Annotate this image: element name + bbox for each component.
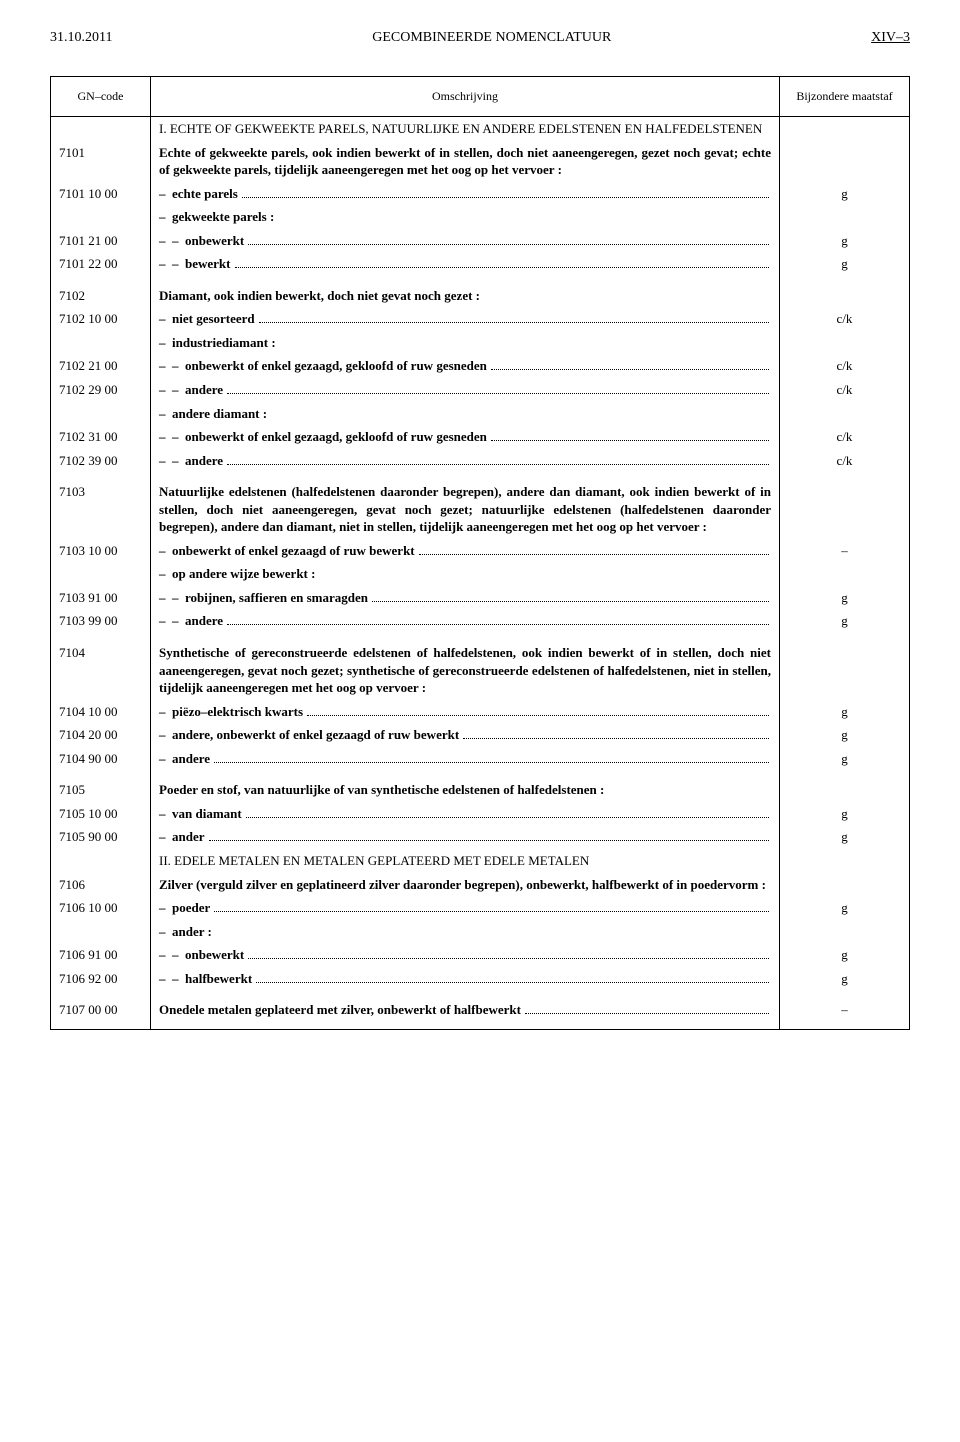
col-header-unit: Bijzondere maatstaf: [780, 77, 910, 117]
table-row: 7101 10 00 – echte parels g: [51, 182, 910, 206]
table-row: – industriediamant :: [51, 331, 910, 355]
table-row: 7102 29 00 – – andere c/k: [51, 378, 910, 402]
table-row: 7106 92 00 – – halfbewerkt g: [51, 967, 910, 991]
table-row: 7106 Zilver (verguld zilver en geplatine…: [51, 873, 910, 897]
table-row: 7105 90 00 – ander g: [51, 825, 910, 849]
table-row: 7103 99 00 – – andere g: [51, 609, 910, 633]
table-row: 7106 91 00 – – onbewerkt g: [51, 943, 910, 967]
table-row: 7107 00 00 Onedele metalen geplateerd me…: [51, 998, 910, 1022]
table-row: 7103 91 00 – – robijnen, saffieren en sm…: [51, 586, 910, 610]
section-1-title: I. ECHTE OF GEKWEEKTE PARELS, NATUURLIJK…: [51, 117, 910, 141]
section-2-title: II. EDELE METALEN EN METALEN GEPLATEERD …: [51, 849, 910, 873]
table-row: – op andere wijze bewerkt :: [51, 562, 910, 586]
col-header-code: GN–code: [51, 77, 151, 117]
document-page: 31.10.2011 GECOMBINEERDE NOMENCLATUUR XI…: [0, 0, 960, 1070]
table-row: 7101 21 00 – – onbewerkt g: [51, 229, 910, 253]
header-title: GECOMBINEERDE NOMENCLATUUR: [112, 30, 871, 46]
dot-leader: [227, 624, 769, 625]
table-row: 7106 10 00 – poeder g: [51, 896, 910, 920]
table-row: 7103 10 00 – onbewerkt of enkel gezaagd …: [51, 539, 910, 563]
table-row: – ander :: [51, 920, 910, 944]
page-header: 31.10.2011 GECOMBINEERDE NOMENCLATUUR XI…: [50, 30, 910, 46]
dot-leader: [227, 393, 769, 394]
table-row: – andere diamant :: [51, 402, 910, 426]
dot-leader: [214, 762, 769, 763]
dot-leader: [227, 464, 769, 465]
header-date: 31.10.2011: [50, 30, 112, 46]
dot-leader: [256, 982, 769, 983]
table-row: 7104 10 00 – piëzo–elektrisch kwarts g: [51, 700, 910, 724]
dot-leader: [242, 197, 769, 198]
dot-leader: [248, 958, 769, 959]
table-row: 7101 22 00 – – bewerkt g: [51, 252, 910, 276]
table-row: 7102 Diamant, ook indien bewerkt, doch n…: [51, 284, 910, 308]
dot-leader: [419, 554, 769, 555]
table-row: 7104 20 00 – andere, onbewerkt of enkel …: [51, 723, 910, 747]
table-row: 7104 90 00 – andere g: [51, 747, 910, 771]
dot-leader: [209, 840, 770, 841]
table-row: 7104 Synthetische of gereconstrueerde ed…: [51, 641, 910, 700]
table-row: 7103 Natuurlijke edelstenen (halfedelste…: [51, 480, 910, 539]
table-row: 7105 Poeder en stof, van natuurlijke of …: [51, 778, 910, 802]
dot-leader: [463, 738, 769, 739]
table-header-row: GN–code Omschrijving Bijzondere maatstaf: [51, 77, 910, 117]
dot-leader: [525, 1013, 769, 1014]
table-row: – gekweekte parels :: [51, 205, 910, 229]
table-row: 7102 21 00 – – onbewerkt of enkel gezaag…: [51, 354, 910, 378]
col-header-desc: Omschrijving: [151, 77, 780, 117]
header-pageref: XIV–3: [871, 30, 910, 46]
dot-leader: [259, 322, 769, 323]
table-row: 7102 10 00 – niet gesorteerd c/k: [51, 307, 910, 331]
dot-leader: [246, 817, 769, 818]
dot-leader: [307, 715, 769, 716]
dot-leader: [491, 369, 769, 370]
table-row: 7102 39 00 – – andere c/k: [51, 449, 910, 473]
dot-leader: [248, 244, 769, 245]
dot-leader: [491, 440, 769, 441]
table-row: 7102 31 00 – – onbewerkt of enkel gezaag…: [51, 425, 910, 449]
table-row: 7105 10 00 – van diamant g: [51, 802, 910, 826]
dot-leader: [214, 911, 769, 912]
nomenclature-table: GN–code Omschrijving Bijzondere maatstaf…: [50, 76, 910, 1030]
table-row: 7101 Echte of gekweekte parels, ook indi…: [51, 141, 910, 182]
dot-leader: [372, 601, 769, 602]
dot-leader: [235, 267, 770, 268]
